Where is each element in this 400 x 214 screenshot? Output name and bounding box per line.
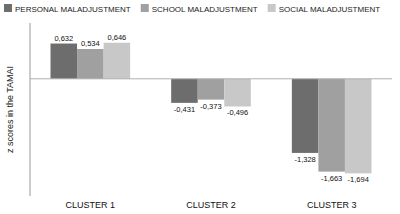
data-label: -0,431 — [174, 105, 195, 114]
bars — [51, 43, 372, 174]
legend-swatch — [141, 4, 149, 12]
zero-line — [30, 78, 392, 79]
bar — [77, 49, 104, 79]
legend-item: PERSONAL MALADJUSTMENT — [4, 4, 131, 14]
legend-label: SOCIAL MALADJUSTMENT — [279, 5, 381, 14]
data-label: -1,694 — [348, 175, 369, 184]
data-label: -0,373 — [200, 102, 221, 111]
y-axis-label: z scores in the TAMAI — [5, 66, 15, 153]
bar — [198, 79, 225, 100]
bar — [345, 79, 372, 174]
legend-swatch — [268, 4, 276, 12]
y-axis-line — [30, 23, 31, 196]
bar — [318, 79, 345, 172]
data-label: 0,646 — [107, 33, 126, 42]
legend-label: SCHOOL MALADJUSTMENT — [152, 5, 258, 14]
legend-label: PERSONAL MALADJUSTMENT — [15, 5, 131, 14]
data-labels: 0,632 -0,431 -1,328 0,534 -0,373 -1,663 0,646 -… — [54, 33, 368, 185]
bar — [51, 44, 78, 79]
bar — [292, 79, 319, 153]
bar — [224, 79, 251, 107]
bar — [104, 43, 131, 79]
legend-swatch — [4, 4, 12, 12]
chart: PERSONAL MALADJUSTMENT SCHOOL MALADJUSTME… — [0, 0, 400, 214]
category-label: CLUSTER 3 — [307, 200, 357, 210]
category-label: CLUSTER 2 — [186, 200, 236, 210]
bar — [171, 79, 198, 103]
legend: PERSONAL MALADJUSTMENT SCHOOL MALADJUSTME… — [4, 4, 380, 14]
data-label: -1,328 — [294, 155, 315, 164]
category-label: CLUSTER 1 — [66, 200, 116, 210]
data-label: -1,663 — [321, 174, 342, 183]
legend-item: SCHOOL MALADJUSTMENT — [141, 4, 258, 14]
data-label: -0,496 — [227, 108, 248, 117]
legend-item: SOCIAL MALADJUSTMENT — [268, 4, 381, 14]
data-label: 0,632 — [54, 34, 73, 43]
data-label: 0,534 — [81, 39, 100, 48]
